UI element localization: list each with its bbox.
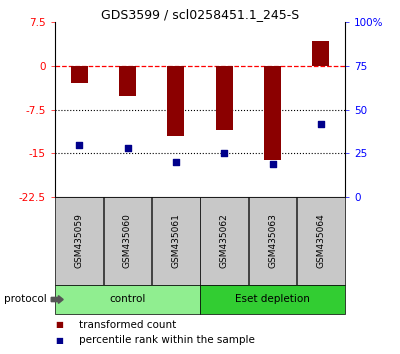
Text: GSM435063: GSM435063 <box>268 213 277 268</box>
Text: Eset depletion: Eset depletion <box>235 295 310 304</box>
Point <box>173 159 179 165</box>
Text: ■: ■ <box>55 320 63 330</box>
Point <box>76 142 82 147</box>
Point <box>318 121 324 126</box>
Text: GDS3599 / scl0258451.1_245-S: GDS3599 / scl0258451.1_245-S <box>101 8 299 21</box>
Text: GSM435059: GSM435059 <box>75 213 84 268</box>
Bar <box>119 66 136 96</box>
Bar <box>71 66 88 83</box>
Point <box>269 161 276 167</box>
Text: transformed count: transformed count <box>79 320 176 330</box>
Text: GSM435060: GSM435060 <box>123 213 132 268</box>
Text: percentile rank within the sample: percentile rank within the sample <box>79 335 255 345</box>
Text: GSM435064: GSM435064 <box>316 213 325 268</box>
Bar <box>216 66 233 130</box>
Text: protocol: protocol <box>4 295 47 304</box>
Bar <box>264 66 281 160</box>
Text: control: control <box>109 295 146 304</box>
Text: GSM435061: GSM435061 <box>171 213 180 268</box>
Point <box>221 150 227 156</box>
Bar <box>312 41 329 66</box>
Text: GSM435062: GSM435062 <box>220 213 229 268</box>
Text: ■: ■ <box>55 336 63 344</box>
Bar <box>167 66 184 136</box>
Point <box>124 145 131 151</box>
